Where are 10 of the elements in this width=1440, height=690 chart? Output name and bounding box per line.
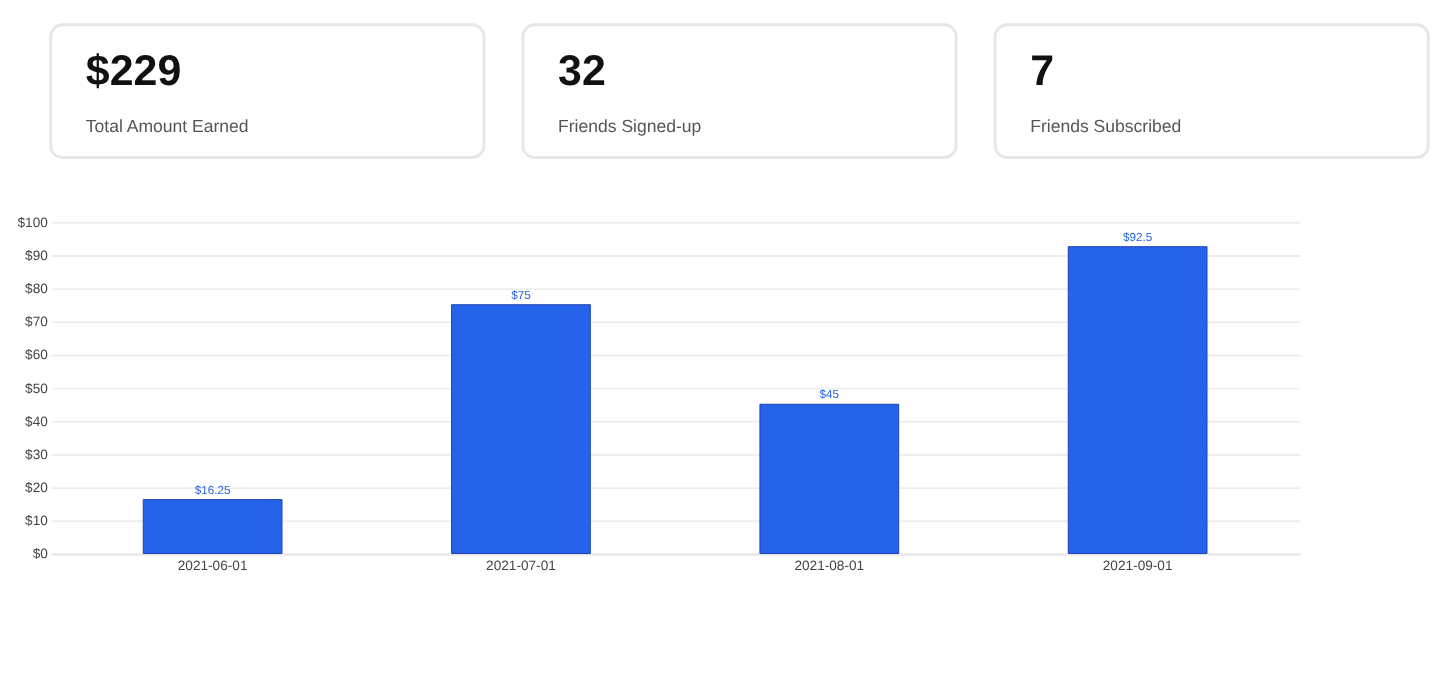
text: Friends Subscribed: [1030, 116, 1182, 137]
text: 7: [1030, 47, 1055, 96]
bar: [142, 499, 283, 554]
bar: [1067, 246, 1208, 554]
text: Friends Signed-up: [558, 116, 702, 137]
text: 32: [558, 47, 606, 96]
text: Total Amount Earned: [85, 116, 249, 137]
bar: [451, 304, 591, 554]
bar: [759, 403, 900, 554]
text: $229: [85, 47, 182, 96]
